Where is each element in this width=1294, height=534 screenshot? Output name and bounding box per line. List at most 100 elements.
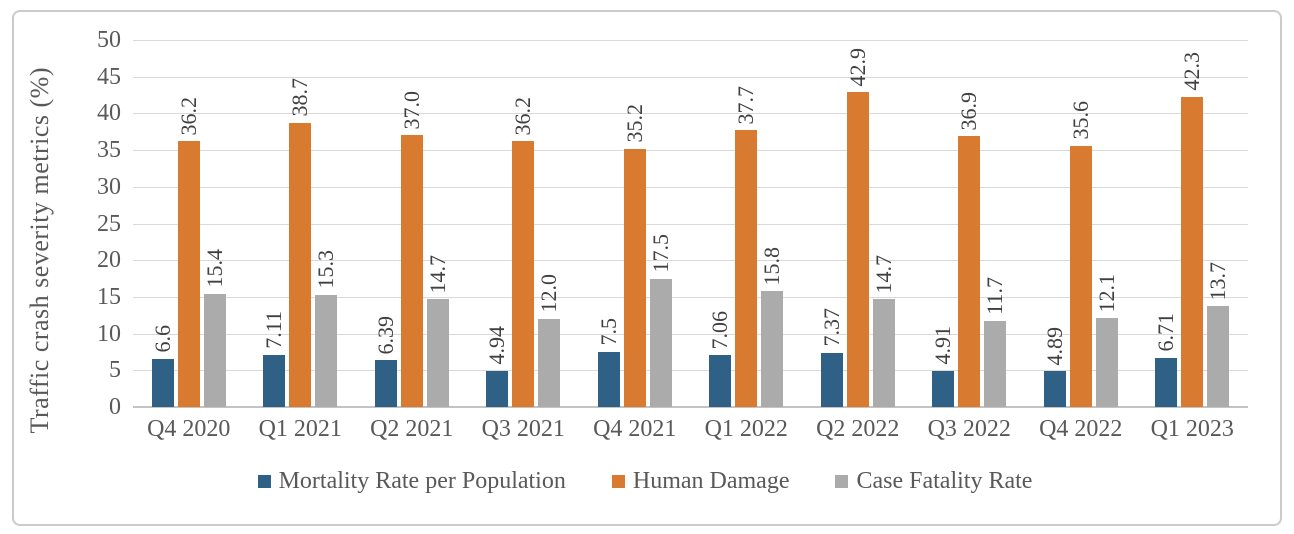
bar: 4.91	[930, 326, 955, 407]
bar: 15.8	[759, 247, 784, 407]
x-axis-label: Q4 2022	[1039, 416, 1123, 442]
y-axis-title-wrap: Traffic crash severity metrics (%)	[22, 50, 58, 450]
bar-group: 4.94 36.2 12.0	[468, 40, 580, 407]
y-tick-label: 5	[109, 357, 121, 384]
y-tick-label: 25	[97, 210, 121, 237]
bar-data-label: 15.3	[313, 250, 339, 289]
bar-data-label: 7.06	[707, 310, 733, 350]
x-axis-label: Q3 2022	[927, 416, 1011, 442]
gridline	[133, 296, 1248, 298]
bar: 15.3	[313, 250, 338, 407]
bar: 4.94	[484, 326, 509, 407]
x-axis-label: Q4 2020	[147, 416, 231, 442]
bar-data-label: 4.89	[1041, 326, 1067, 366]
y-tick-label: 50	[97, 27, 121, 53]
bar: 13.7	[1205, 262, 1230, 407]
gridline	[133, 333, 1248, 335]
bar-data-label: 15.8	[759, 246, 785, 286]
legend-label: Case Fatality Rate	[856, 468, 1033, 494]
gridline	[133, 186, 1248, 188]
bar-data-label: 36.2	[175, 96, 201, 136]
x-axis-label: Q1 2021	[258, 416, 342, 442]
bar: 36.2	[176, 97, 201, 407]
x-axis-label: Q2 2021	[370, 416, 454, 442]
bar-groups: 6.6 36.2 15.4 7.11 38.7 15.3 6.39 37.0 14.7 4.94 3…	[133, 40, 1248, 407]
x-axis-label: Q1 2022	[704, 416, 788, 442]
gridline	[133, 40, 1248, 41]
bar-data-label: 7.5	[595, 318, 621, 346]
legend-item: Mortality Rate per Population	[257, 468, 566, 495]
bar-data-label: 4.94	[484, 326, 510, 365]
y-tick-label: 30	[97, 173, 121, 200]
bar-data-label: 36.2	[510, 96, 536, 136]
bar-data-label: 13.7	[1205, 261, 1231, 301]
bar: 42.3	[1179, 52, 1204, 407]
bar-data-label: 36.9	[956, 91, 982, 131]
bar-data-label: 7.37	[818, 308, 844, 347]
bar-data-label: 14.7	[424, 254, 450, 294]
bar-data-label: 37.7	[733, 85, 759, 125]
bar-data-label: 37.0	[398, 90, 424, 130]
legend-swatch	[835, 475, 849, 488]
gridline	[133, 150, 1248, 152]
bar: 6.6	[150, 325, 175, 407]
bar-group: 7.5 35.2 17.5	[579, 40, 691, 407]
bar-data-label: 4.91	[930, 326, 956, 365]
x-axis-line	[133, 406, 1248, 408]
bar: 35.6	[1068, 101, 1093, 407]
legend-swatch	[257, 475, 271, 488]
x-axis-label: Q2 2022	[816, 416, 900, 442]
figure-border	[12, 10, 1282, 526]
gridline	[133, 76, 1248, 78]
bar-data-label: 14.7	[870, 254, 896, 294]
x-axis-label: Q3 2021	[481, 416, 565, 442]
bar: 14.7	[871, 255, 896, 407]
bar: 15.4	[202, 249, 227, 407]
y-tick-label: 15	[97, 283, 121, 310]
bar: 36.2	[510, 97, 535, 407]
y-tick-label: 35	[97, 137, 121, 164]
bar: 6.71	[1153, 313, 1178, 407]
legend-label: Human Damage	[632, 468, 790, 494]
x-axis-labels: Q4 2020 Q1 2021 Q2 2021 Q3 2021 Q4 2021 Q1 20…	[133, 416, 1248, 443]
bar-data-label: 17.5	[647, 234, 673, 273]
bar: 37.7	[733, 86, 758, 407]
legend-swatch	[611, 475, 625, 488]
bar-group: 7.37 42.9 14.7	[802, 40, 914, 407]
bar-group: 6.71 42.3 13.7	[1137, 40, 1249, 407]
bar: 42.9	[845, 48, 870, 407]
bar: 12.1	[1094, 274, 1119, 407]
bar: 12.0	[536, 274, 561, 407]
bar-data-label: 42.9	[844, 47, 870, 87]
legend: Mortality Rate per Population Human Damag…	[12, 468, 1278, 495]
bar: 35.2	[622, 104, 647, 407]
x-axis-label: Q1 2023	[1150, 416, 1234, 442]
bar: 7.06	[707, 311, 732, 407]
bar: 36.9	[956, 92, 981, 407]
bar-data-label: 15.4	[201, 249, 227, 288]
bar: 7.37	[819, 308, 844, 407]
legend-label: Mortality Rate per Population	[278, 468, 566, 494]
bar: 37.0	[399, 91, 424, 407]
bar-group: 4.89 35.6 12.1	[1025, 40, 1137, 407]
y-axis-title: Traffic crash severity metrics (%)	[25, 66, 54, 434]
bar-data-label: 38.7	[287, 78, 313, 117]
bar-data-label: 12.0	[536, 274, 562, 313]
bar-group: 7.11 38.7 15.3	[245, 40, 357, 407]
x-axis-label: Q4 2021	[593, 416, 677, 442]
y-tick-label: 10	[97, 320, 121, 347]
bar-data-label: 12.1	[1093, 273, 1119, 313]
bar: 17.5	[648, 234, 673, 407]
bar-data-label: 6.71	[1153, 313, 1179, 352]
y-tick-label: 20	[97, 247, 121, 274]
bar: 7.11	[261, 311, 286, 407]
legend-item: Human Damage	[611, 468, 790, 495]
bar-data-label: 11.7	[982, 277, 1008, 316]
bar: 11.7	[982, 277, 1007, 407]
bar: 38.7	[287, 78, 312, 407]
bar: 4.89	[1042, 327, 1067, 407]
y-tick-label: 0	[109, 394, 121, 420]
gridline	[133, 260, 1248, 262]
bar: 14.7	[425, 255, 450, 407]
